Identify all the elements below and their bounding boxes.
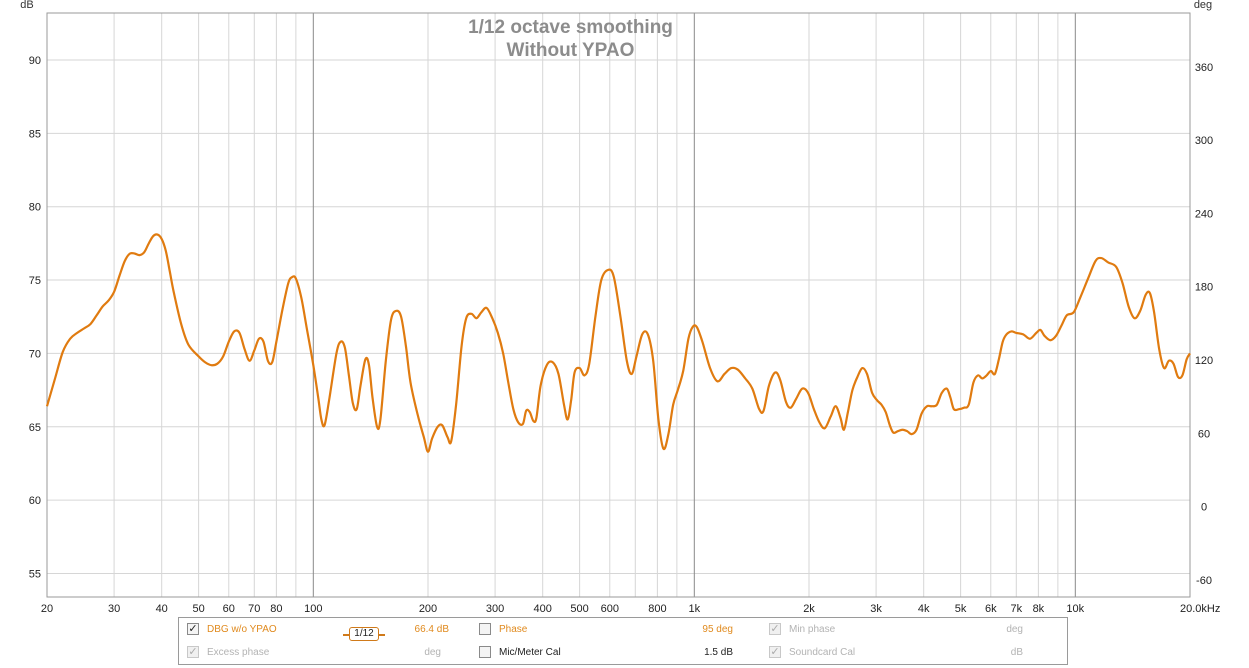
x-tick-label: 80 bbox=[270, 603, 282, 615]
y2-tick-label: 60 bbox=[1198, 428, 1210, 440]
x-tick-label: 100 bbox=[304, 603, 322, 615]
mic-cal-checkbox[interactable] bbox=[479, 646, 491, 658]
excess-phase-checkbox: ✓ bbox=[187, 646, 199, 658]
x-tick-label: 600 bbox=[601, 603, 619, 615]
mic-cal-value: 1.5 dB bbox=[704, 647, 733, 658]
y-tick-label: 65 bbox=[29, 422, 41, 434]
y2-tick-label: -60 bbox=[1196, 575, 1212, 587]
x-tick-label: 20.0kHz bbox=[1180, 603, 1220, 615]
trace-name: DBG w/o YPAO bbox=[207, 624, 277, 635]
trace-checkbox[interactable]: ✓ bbox=[187, 623, 199, 635]
x-tick-label: 3k bbox=[870, 603, 882, 615]
y-tick-label: 90 bbox=[29, 55, 41, 67]
x-tick-label: 6k bbox=[985, 603, 997, 615]
series-line-dbg-wo-ypao bbox=[45, 233, 1191, 453]
x-tick-label: 4k bbox=[918, 603, 930, 615]
x-tick-label: 50 bbox=[192, 603, 204, 615]
x-tick-label: 70 bbox=[248, 603, 260, 615]
x-tick-label: 40 bbox=[156, 603, 168, 615]
chart-subtitle: Without YPAO bbox=[507, 40, 635, 61]
min-phase-label: Min phase bbox=[789, 624, 836, 635]
min-phase-checkbox: ✓ bbox=[769, 623, 781, 635]
y2-tick-label: 360 bbox=[1195, 62, 1213, 74]
smoothing-label: 1/12 bbox=[354, 628, 374, 639]
y-tick-label: 55 bbox=[29, 569, 41, 581]
trace-line-swatch-left bbox=[343, 634, 349, 636]
y2-tick-label: 240 bbox=[1195, 208, 1213, 220]
soundcard-cal-value: dB bbox=[1010, 647, 1023, 658]
excess-phase-label: Excess phase bbox=[207, 647, 270, 658]
mic-cal-label: Mic/Meter Cal bbox=[499, 647, 561, 658]
legend-phase-row[interactable]: Phase 95 deg bbox=[479, 622, 739, 638]
legend-soundcard-cal-row: ✓ Soundcard Cal dB bbox=[769, 645, 1029, 661]
legend-mic-cal-row[interactable]: Mic/Meter Cal 1.5 dB bbox=[479, 645, 739, 661]
legend-min-phase-row: ✓ Min phase deg bbox=[769, 622, 1029, 638]
phase-label: Phase bbox=[499, 624, 528, 635]
smoothing-button[interactable]: 1/12 bbox=[349, 627, 379, 641]
y-tick-label: 70 bbox=[29, 348, 41, 360]
x-tick-label: 8k bbox=[1033, 603, 1045, 615]
x-tick-label: 1k bbox=[688, 603, 700, 615]
x-tick-label: 200 bbox=[419, 603, 437, 615]
x-tick-label: 2k bbox=[803, 603, 815, 615]
soundcard-cal-checkbox: ✓ bbox=[769, 646, 781, 658]
x-tick-label: 800 bbox=[648, 603, 666, 615]
excess-phase-value: deg bbox=[424, 647, 441, 658]
legend-excess-phase-row: ✓ Excess phase deg bbox=[187, 645, 457, 661]
y-tick-label: 60 bbox=[29, 495, 41, 507]
x-tick-label: 500 bbox=[570, 603, 588, 615]
legend-panel: ✓ DBG w/o YPAO 1/12 66.4 dB Phase 95 deg… bbox=[178, 617, 1068, 665]
y2-tick-label: 120 bbox=[1195, 355, 1213, 367]
y2-tick-label: 300 bbox=[1195, 135, 1213, 147]
x-tick-label: 5k bbox=[955, 603, 967, 615]
y2-tick-label: 180 bbox=[1195, 282, 1213, 294]
x-tick-label: 30 bbox=[108, 603, 120, 615]
legend-trace-row[interactable]: ✓ DBG w/o YPAO 1/12 66.4 dB bbox=[187, 622, 467, 641]
y2-tick-label: 0 bbox=[1201, 502, 1207, 514]
y-axis-label: dB bbox=[20, 0, 33, 11]
soundcard-cal-label: Soundcard Cal bbox=[789, 647, 856, 658]
x-tick-label: 60 bbox=[223, 603, 235, 615]
y-tick-label: 75 bbox=[29, 275, 41, 287]
y-tick-label: 85 bbox=[29, 128, 41, 140]
plot-frame bbox=[46, 12, 1191, 598]
y2-axis-label: deg bbox=[1194, 0, 1212, 11]
phase-checkbox[interactable] bbox=[479, 623, 491, 635]
x-tick-label: 300 bbox=[486, 603, 504, 615]
x-tick-label: 10k bbox=[1066, 603, 1084, 615]
x-tick-label: 7k bbox=[1010, 603, 1022, 615]
trace-line-swatch-right bbox=[379, 634, 385, 636]
trace-value: 66.4 dB bbox=[414, 624, 449, 635]
y-tick-label: 80 bbox=[29, 202, 41, 214]
x-tick-label: 20 bbox=[41, 603, 53, 615]
chart-title: 1/12 octave smoothing bbox=[468, 17, 673, 38]
x-tick-label: 400 bbox=[534, 603, 552, 615]
min-phase-value: deg bbox=[1006, 624, 1023, 635]
phase-value: 95 deg bbox=[702, 624, 733, 635]
